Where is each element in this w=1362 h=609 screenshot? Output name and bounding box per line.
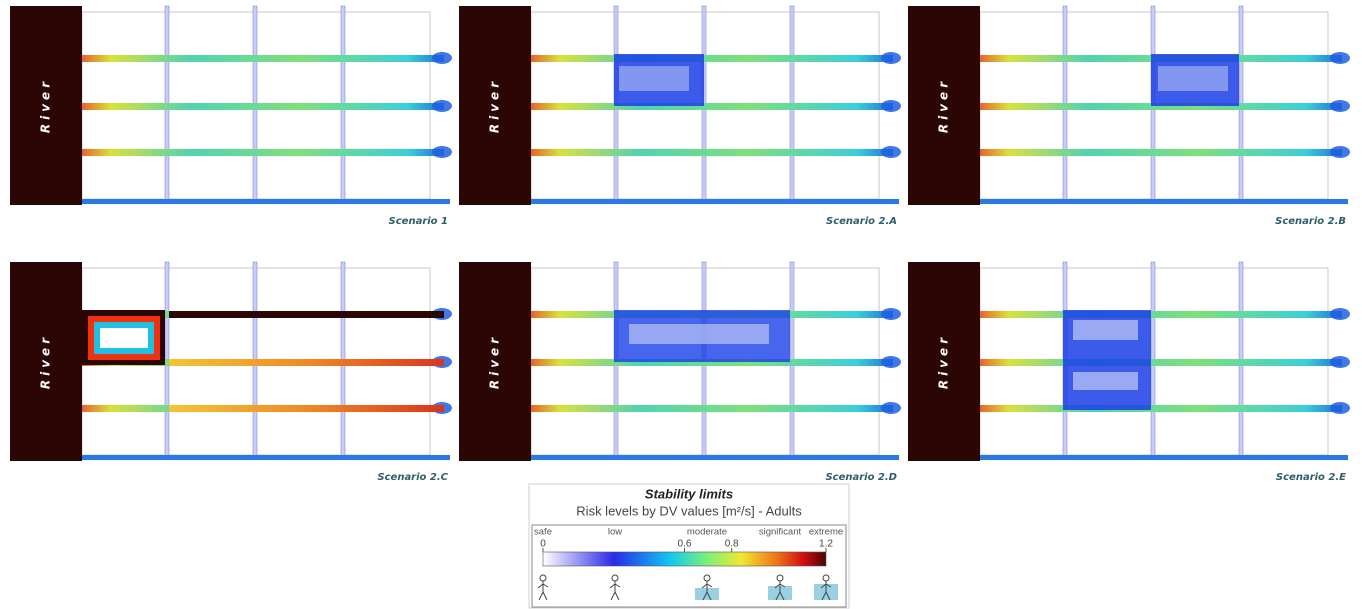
risk-level-label: significant: [759, 527, 802, 538]
river-label: River: [937, 78, 951, 133]
scale-tick-label: 1.2: [819, 539, 833, 550]
flood-zone: [1073, 320, 1138, 340]
river: [10, 6, 82, 205]
legend-title: Stability limits: [645, 486, 733, 501]
scenario-label: Scenario 1: [389, 216, 448, 227]
river: [908, 262, 980, 461]
panel: River Scenario 1: [10, 5, 452, 227]
street-outlet: [881, 100, 901, 112]
person-body: [701, 581, 713, 601]
river-label: River: [39, 78, 53, 133]
flood-zone: [619, 66, 689, 91]
street-horizontal: [82, 55, 444, 62]
legend-subtitle: Risk levels by DV values [m²/s] - Adults: [576, 503, 802, 518]
street-bottom: [82, 455, 450, 460]
street-horizontal: [531, 55, 893, 62]
color-scale: [542, 551, 827, 567]
person-body: [609, 581, 621, 601]
street-bottom: [980, 199, 1348, 204]
street-outlet: [432, 52, 452, 64]
person-body: [820, 581, 832, 601]
street-outlet: [1330, 100, 1350, 112]
street-outlet: [881, 308, 901, 320]
street-outlet: [1330, 52, 1350, 64]
street-horizontal: [82, 149, 444, 156]
street-hot: [169, 405, 444, 412]
street-outlet: [881, 356, 901, 368]
risk-level-label: moderate: [687, 527, 727, 538]
risk-level-label: low: [608, 527, 622, 538]
river-label: River: [488, 78, 502, 133]
street-horizontal: [82, 103, 444, 110]
river-label: River: [39, 334, 53, 389]
street-outlet: [1330, 356, 1350, 368]
flood-zone: [1073, 372, 1138, 390]
flood-zone: [629, 324, 769, 344]
street-horizontal: [980, 103, 1342, 110]
scenario-label: Scenario 2.B: [1275, 216, 1346, 227]
street-horizontal: [531, 359, 893, 366]
street-horizontal: [980, 149, 1342, 156]
river-label: River: [488, 334, 502, 389]
street-bottom: [980, 455, 1348, 460]
street-horizontal: [531, 149, 893, 156]
street-outlet: [432, 146, 452, 158]
street-horizontal: [531, 103, 893, 110]
river: [908, 6, 980, 205]
flood-zone: [100, 328, 148, 348]
street-hot: [169, 359, 444, 366]
street-outlet: [432, 100, 452, 112]
risk-level-label: safe: [534, 527, 552, 538]
street-outlet: [881, 146, 901, 158]
water-icon: [695, 588, 719, 600]
panel: River Scenario 2.B: [908, 5, 1350, 227]
scale-tick-label: 0: [540, 539, 546, 550]
street-outlet: [1330, 308, 1350, 320]
river: [10, 262, 82, 461]
street-bottom: [82, 199, 450, 204]
panel: River Scenario 2.C: [10, 261, 452, 483]
river: [459, 262, 531, 461]
person-body: [774, 581, 786, 601]
street-horizontal: [980, 311, 1342, 318]
flood-zone: [1158, 66, 1228, 91]
street-horizontal: [980, 405, 1342, 412]
street-outlet: [1330, 402, 1350, 414]
scale-tick-label: 0.6: [678, 539, 692, 550]
risk-level-label: extreme: [809, 527, 843, 538]
river-label: River: [937, 334, 951, 389]
street-hot: [169, 311, 444, 318]
street-horizontal: [980, 359, 1342, 366]
street-bottom: [531, 199, 899, 204]
scenario-label: Scenario 2.A: [826, 216, 897, 227]
street-horizontal: [531, 405, 893, 412]
scenario-label: Scenario 2.D: [825, 472, 897, 483]
panel: River Scenario 2.D: [459, 261, 901, 483]
scenario-label: Scenario 2.C: [377, 472, 448, 483]
scale-tick-label: 0.8: [725, 539, 739, 550]
street-outlet: [1330, 146, 1350, 158]
legend: Stability limits Risk levels by DV value…: [528, 483, 850, 609]
street-outlet: [881, 52, 901, 64]
panel: River Scenario 2.E: [908, 261, 1350, 483]
person-body: [537, 581, 549, 601]
river: [459, 6, 531, 205]
panels: River Scenario 1 River Scenario 2.A River Sce…: [10, 5, 1350, 483]
street-bottom: [531, 455, 899, 460]
scenario-label: Scenario 2.E: [1276, 472, 1346, 483]
panel: River Scenario 2.A: [459, 5, 901, 227]
street-outlet: [881, 402, 901, 414]
